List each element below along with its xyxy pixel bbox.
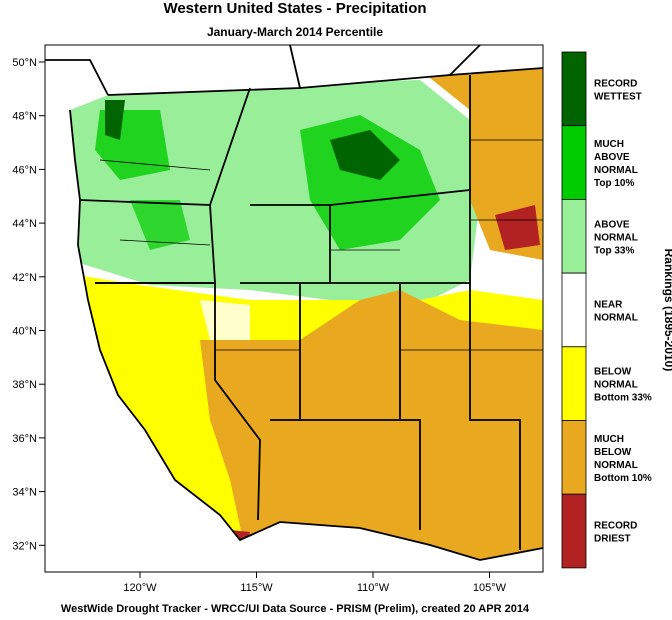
latitude-label: 48°N bbox=[12, 111, 37, 123]
legend-label: NORMAL bbox=[594, 232, 638, 243]
longitude-label: 115°W bbox=[240, 582, 273, 594]
legend-swatch bbox=[561, 198, 587, 274]
longitude-axis: 120°W 115°W 110°W 105°W bbox=[123, 572, 507, 594]
legend-label: ABOVE bbox=[594, 219, 630, 230]
legend-label: Bottom 33% bbox=[594, 393, 652, 404]
legend-label: RECORD bbox=[594, 78, 637, 89]
latitude-label: 32°N bbox=[12, 540, 37, 552]
legend-swatch bbox=[561, 346, 587, 421]
latitude-label: 40°N bbox=[12, 326, 37, 338]
legend-label: Top 10% bbox=[594, 178, 634, 189]
map bbox=[44, 44, 544, 573]
legend-swatch bbox=[561, 493, 587, 569]
legend-label: NORMAL bbox=[594, 380, 638, 391]
legend-label: NORMAL bbox=[594, 312, 638, 323]
legend-label: WETTEST bbox=[594, 91, 642, 102]
latitude-label: 36°N bbox=[12, 433, 37, 445]
legend-label: DRIEST bbox=[594, 534, 631, 545]
legend-label: Top 33% bbox=[594, 245, 634, 256]
longitude-label: 110°W bbox=[357, 582, 390, 594]
longitude-label: 120°W bbox=[123, 582, 157, 594]
latitude-label: 46°N bbox=[12, 164, 37, 176]
legend: RECORD WETTEST MUCH ABOVE NORMAL Top 10% ABOVE… bbox=[561, 51, 652, 569]
footer: WestWide Drought Tracker - WRCC/UI Data … bbox=[61, 603, 530, 615]
legend-swatch bbox=[561, 125, 587, 200]
longitude-label: 105°W bbox=[473, 582, 507, 594]
legend-label: MUCH bbox=[594, 139, 624, 150]
latitude-label: 44°N bbox=[12, 218, 37, 230]
legend-title: Rankings (1895-2010) bbox=[662, 249, 672, 372]
legend-label: NORMAL bbox=[594, 165, 638, 176]
legend-label: ABOVE bbox=[594, 152, 630, 163]
legend-label: BELOW bbox=[594, 367, 632, 378]
latitude-label: 50°N bbox=[12, 57, 37, 69]
title: Western United States - Precipitation bbox=[163, 0, 426, 17]
legend-swatch bbox=[561, 420, 587, 495]
legend-label: NEAR bbox=[594, 299, 623, 310]
legend-label: RECORD bbox=[594, 521, 637, 532]
legend-label: NORMAL bbox=[594, 460, 638, 471]
latitude-label: 34°N bbox=[12, 487, 37, 499]
latitude-label: 42°N bbox=[12, 272, 37, 284]
legend-label: MUCH bbox=[594, 434, 624, 445]
legend-swatch bbox=[561, 51, 587, 127]
legend-swatch bbox=[561, 272, 587, 348]
latitude-label: 38°N bbox=[12, 379, 37, 391]
latitude-axis: 50°N 48°N 46°N 44°N 42°N 40°N 38°N 36°N 34°N 32°N bbox=[12, 57, 45, 552]
legend-label: BELOW bbox=[594, 447, 632, 458]
subtitle: January-March 2014 Percentile bbox=[207, 25, 383, 39]
legend-label: Bottom 10% bbox=[594, 473, 652, 484]
